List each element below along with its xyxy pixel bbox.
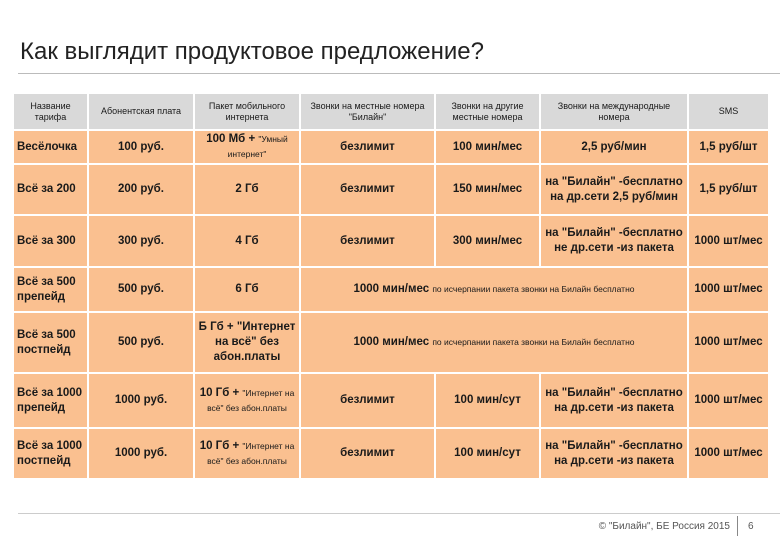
table-cell: безлимит xyxy=(299,372,436,429)
cell-main: 10 Гб + xyxy=(199,439,243,452)
table-cell: безлимит xyxy=(299,214,436,268)
table-cell: 1000 шт/мес xyxy=(687,427,770,480)
table-cell: 1000 шт/мес xyxy=(687,372,770,429)
table-cell: 500 руб. xyxy=(87,311,195,374)
page-number: 6 xyxy=(748,521,754,532)
footer-rule xyxy=(18,513,780,514)
table-cell: 150 мин/мес xyxy=(434,163,541,216)
table-row: Всё за 300 300 руб. 4 Гб безлимит 300 мин/ме… xyxy=(12,214,770,268)
table-cell: безлимит xyxy=(299,163,436,216)
table-cell: 1,5 руб/шт xyxy=(687,129,770,165)
table-cell: 300 руб. xyxy=(87,214,195,268)
cell-main: 1000 мин/мес xyxy=(353,283,433,295)
tariff-name: Всё за 1000 препейд xyxy=(12,372,89,429)
cell-note: по исчерпании пакета звонки на Билайн бе… xyxy=(432,284,635,294)
header-cell: Абонентская плата xyxy=(87,92,195,131)
tariff-name: Всё за 300 xyxy=(12,214,89,268)
table-cell: 4 Гб xyxy=(193,214,301,268)
table-cell: на "Билайн" -бесплатно на др.сети -из па… xyxy=(539,427,689,480)
header-cell: Звонки на местные номера "Билайн" xyxy=(299,92,436,131)
table-cell: 2,5 руб/мин xyxy=(539,129,689,165)
table-cell: 1,5 руб/шт xyxy=(687,163,770,216)
table-cell: 100 Мб + "Умный интернет" xyxy=(193,129,301,165)
cell-note: "Интернет на всё" без абон.платы xyxy=(207,387,295,413)
table-row: Всё за 1000 постпейд 1000 руб. 10 Гб + "Ин… xyxy=(12,427,770,480)
tariff-name: Всё за 500 препейд xyxy=(12,266,89,313)
table-cell: 100 мин/сут xyxy=(434,427,541,480)
tariff-name: Всё за 1000 постпейд xyxy=(12,427,89,480)
tariff-name: Всё за 500 постпейд xyxy=(12,311,89,374)
table-cell: 10 Гб + "Интернет на всё" без абон.платы xyxy=(193,427,301,480)
tariff-name: Всё за 200 xyxy=(12,163,89,216)
header-cell: Звонки на международные номера xyxy=(539,92,689,131)
table-cell: 100 мин/мес xyxy=(434,129,541,165)
title-rule xyxy=(18,73,780,74)
table-cell: 10 Гб + "Интернет на всё" без абон.платы xyxy=(193,372,301,429)
header-cell: SMS xyxy=(687,92,770,131)
table-cell: 100 руб. xyxy=(87,129,195,165)
table-cell: Б Гб + "Интернет на всё" без абон.платы xyxy=(193,311,301,374)
slide-title: Как выглядит продуктовое предложение? xyxy=(20,38,484,65)
header-cell: Пакет мобильного интернета xyxy=(193,92,301,131)
footer-separator xyxy=(737,516,738,536)
cell-note: "Интернет на всё" без абон.платы xyxy=(207,440,295,466)
cell-main: 100 Мб + xyxy=(206,133,259,145)
cell-main: 10 Гб + xyxy=(199,386,243,399)
header-cell: Звонки на другие местные номера xyxy=(434,92,541,131)
table-cell: 200 руб. xyxy=(87,163,195,216)
header-row: Название тарифа Абонентская плата Пакет мо… xyxy=(12,92,770,131)
table-cell: на "Билайн" -бесплатно на др.сети -из па… xyxy=(539,372,689,429)
cell-note: по исчерпании пакета звонки на Билайн бе… xyxy=(432,337,635,347)
table-cell: 1000 шт/мес xyxy=(687,214,770,268)
table-cell: 1000 мин/мес по исчерпании пакета звонки… xyxy=(299,266,689,313)
table-row: Всё за 500 препейд 500 руб. 6 Гб 1000 мин/м… xyxy=(12,266,770,313)
table-cell: на "Билайн" -бесплатно на др.сети 2,5 ру… xyxy=(539,163,689,216)
table-cell: безлимит xyxy=(299,427,436,480)
table-cell: 6 Гб xyxy=(193,266,301,313)
table-cell: 300 мин/мес xyxy=(434,214,541,268)
copyright: © "Билайн", БЕ Россия 2015 xyxy=(598,521,730,532)
table-cell: 1000 мин/мес по исчерпании пакета звонки… xyxy=(299,311,689,374)
tariff-name: Весёлочка xyxy=(12,129,89,165)
table-cell: 1000 шт/мес xyxy=(687,266,770,313)
table-cell: 500 руб. xyxy=(87,266,195,313)
table-cell: 1000 руб. xyxy=(87,372,195,429)
table-row: Всё за 200 200 руб. 2 Гб безлимит 150 мин/ме… xyxy=(12,163,770,216)
tariff-table: Название тарифа Абонентская плата Пакет мо… xyxy=(12,92,770,480)
table-row: Всё за 500 постпейд 500 руб. Б Гб + "Интер… xyxy=(12,311,770,374)
table-cell: 1000 шт/мес xyxy=(687,311,770,374)
header-cell: Название тарифа xyxy=(12,92,89,131)
cell-main: 1000 мин/мес xyxy=(353,336,433,348)
table-cell: 1000 руб. xyxy=(87,427,195,480)
table-row: Весёлочка 100 руб. 100 Мб + "Умный интерне… xyxy=(12,129,770,165)
table-cell: на "Билайн" -бесплатно не др.сети -из па… xyxy=(539,214,689,268)
table-cell: 100 мин/сут xyxy=(434,372,541,429)
cell-note: "Умный интернет" xyxy=(227,134,288,159)
table-cell: безлимит xyxy=(299,129,436,165)
table-row: Всё за 1000 препейд 1000 руб. 10 Гб + "Инт… xyxy=(12,372,770,429)
table-cell: 2 Гб xyxy=(193,163,301,216)
